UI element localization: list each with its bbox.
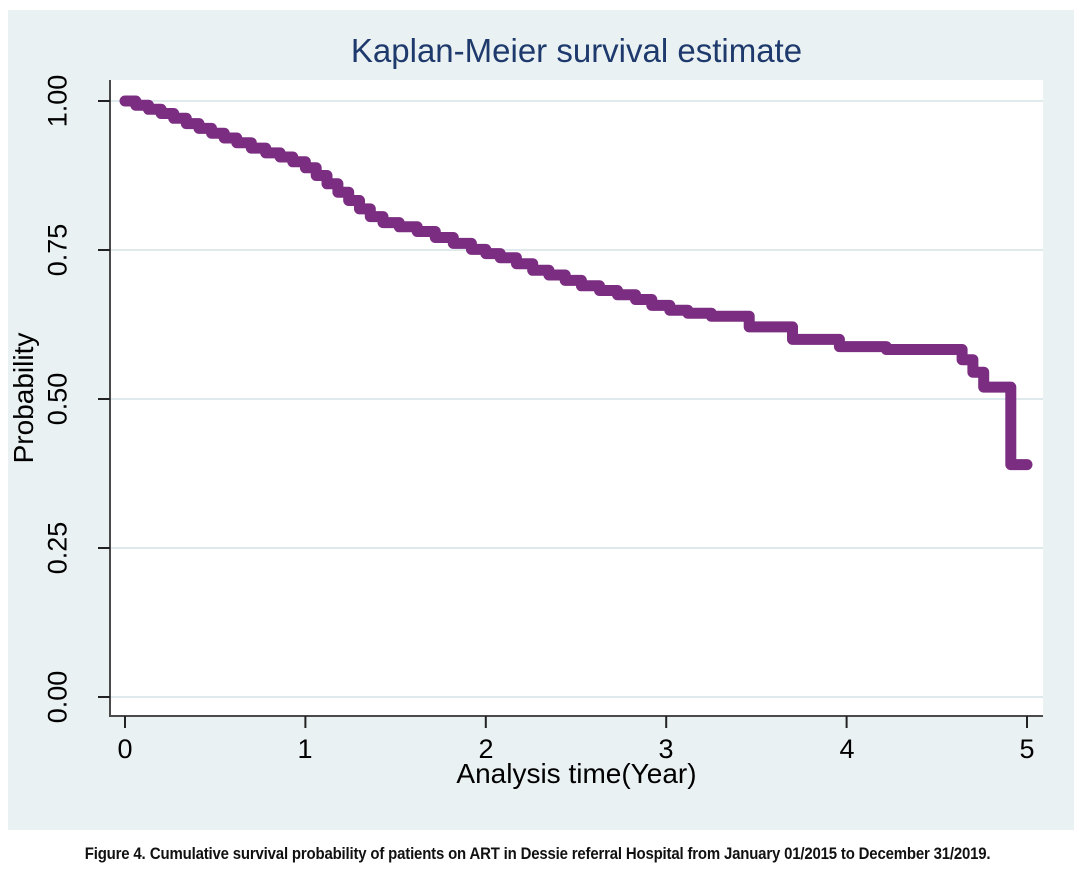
x-tick-label-2: 2 <box>478 734 494 764</box>
figure-caption: Figure 4. Cumulative survival probability… <box>0 844 1076 864</box>
x-tick-label-3: 3 <box>658 734 674 764</box>
chart-title: Kaplan-Meier survival estimate <box>350 32 803 69</box>
figure-caption-text: Figure 4. Cumulative survival probability… <box>85 844 991 864</box>
gridlines <box>110 100 1043 698</box>
x-tick-label-5: 5 <box>1019 734 1035 764</box>
y-tick-label-1.00: 1.00 <box>42 74 73 128</box>
y-tick-label-0.00: 0.00 <box>42 670 73 724</box>
km-curve <box>119 95 1033 471</box>
y-tick-label-0.75: 0.75 <box>42 223 73 277</box>
caption-body: Cumulative survival probability of patie… <box>150 844 991 863</box>
x-axis-label: Analysis time(Year) <box>456 758 697 789</box>
y-tick-label-0.50: 0.50 <box>42 372 73 426</box>
y-tick-marks <box>98 100 110 698</box>
x-tick-label-1: 1 <box>297 734 313 764</box>
x-tick-label-0: 0 <box>117 734 133 764</box>
x-tick-label-4: 4 <box>839 734 855 764</box>
y-axis-label: Probability <box>8 332 39 464</box>
y-tick-label-0.25: 0.25 <box>42 521 73 575</box>
caption-label: Figure 4. <box>85 844 146 863</box>
km-plot <box>98 80 1043 728</box>
km-chart-panel: Kaplan-Meier survival estimate Probabili… <box>8 10 1074 830</box>
x-tick-marks <box>124 716 1028 728</box>
